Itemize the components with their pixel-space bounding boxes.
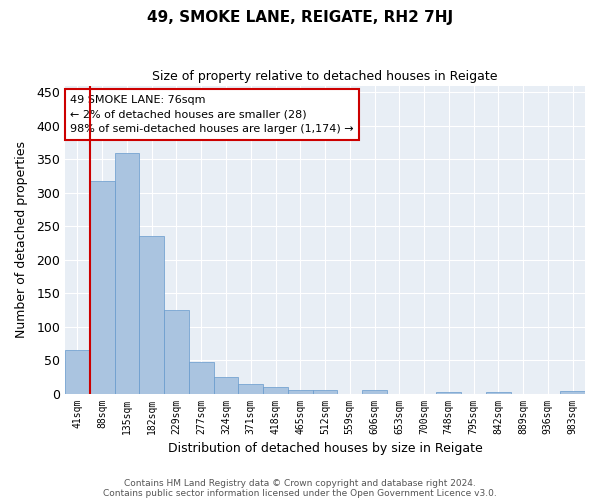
Bar <box>263 387 288 394</box>
Bar <box>214 377 238 394</box>
Text: 49, SMOKE LANE, REIGATE, RH2 7HJ: 49, SMOKE LANE, REIGATE, RH2 7HJ <box>147 10 453 25</box>
Bar <box>164 310 189 394</box>
Bar <box>288 390 313 394</box>
Bar <box>560 391 585 394</box>
Bar <box>115 152 139 394</box>
Bar <box>486 392 511 394</box>
Text: Contains public sector information licensed under the Open Government Licence v3: Contains public sector information licen… <box>103 488 497 498</box>
Text: Contains HM Land Registry data © Crown copyright and database right 2024.: Contains HM Land Registry data © Crown c… <box>124 478 476 488</box>
X-axis label: Distribution of detached houses by size in Reigate: Distribution of detached houses by size … <box>167 442 482 455</box>
Bar <box>238 384 263 394</box>
Title: Size of property relative to detached houses in Reigate: Size of property relative to detached ho… <box>152 70 498 83</box>
Bar <box>362 390 387 394</box>
Bar <box>65 350 90 394</box>
Bar <box>189 362 214 394</box>
Y-axis label: Number of detached properties: Number of detached properties <box>15 141 28 338</box>
Bar <box>139 236 164 394</box>
Text: 49 SMOKE LANE: 76sqm
← 2% of detached houses are smaller (28)
98% of semi-detach: 49 SMOKE LANE: 76sqm ← 2% of detached ho… <box>70 95 354 134</box>
Bar <box>90 180 115 394</box>
Bar <box>436 392 461 394</box>
Bar <box>313 390 337 394</box>
